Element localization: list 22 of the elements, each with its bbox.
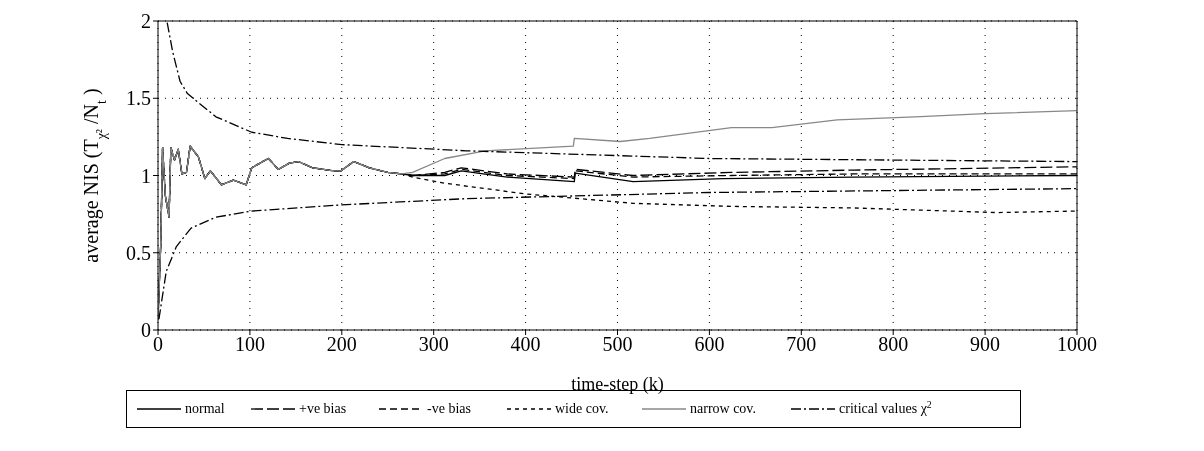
legend-label: narrow cov. <box>689 401 756 416</box>
y-tick-label: 1 <box>141 164 151 187</box>
legend-label: critical values χ$^{2}$ <box>838 398 932 416</box>
legend-label: +ve bias <box>298 401 346 416</box>
y-tick-label: 1.5 <box>126 87 151 110</box>
legend-label: -ve bias <box>426 401 471 416</box>
y-tick-label: 0.5 <box>126 241 151 264</box>
y-tick-label: 2 <box>141 10 151 33</box>
y-tick-label: 0 <box>141 319 151 342</box>
x-tick-label: 700 <box>786 333 817 356</box>
legend-label: normal <box>184 401 225 416</box>
x-tick-label: 200 <box>326 333 357 356</box>
x-tick-label: 400 <box>510 333 541 356</box>
x-tick-label: 500 <box>602 333 633 356</box>
x-tick-label: 600 <box>694 333 725 356</box>
legend-label: wide cov. <box>554 401 609 416</box>
x-tick-label: 1000 <box>1057 333 1097 356</box>
x-axis-title: time-step (k) <box>571 374 664 395</box>
x-tick-label: 100 <box>234 333 265 356</box>
x-tick-label: 900 <box>970 333 1001 356</box>
x-tick-label: 800 <box>878 333 909 356</box>
x-tick-label: 300 <box>418 333 449 356</box>
